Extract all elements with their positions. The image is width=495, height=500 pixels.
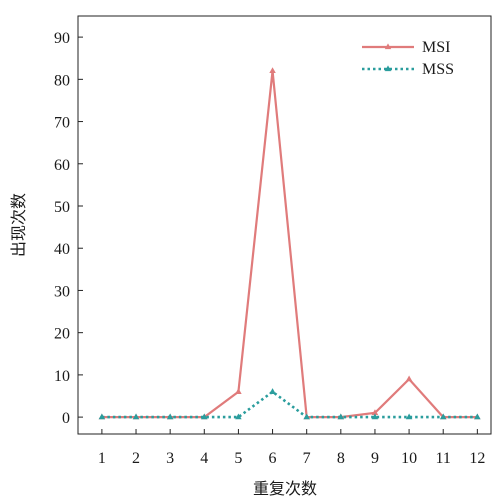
- y-tick-label: 0: [62, 410, 70, 427]
- data-point-mss: [371, 413, 379, 420]
- x-tick-label: 3: [166, 450, 174, 467]
- legend-marker-msi: [384, 43, 392, 50]
- x-tick-label: 4: [200, 450, 208, 467]
- y-tick-label: 60: [54, 157, 70, 174]
- x-tick-label: 1: [98, 450, 106, 467]
- data-point-mss: [337, 413, 345, 420]
- data-point-mss: [166, 413, 174, 420]
- y-tick-label: 50: [54, 199, 70, 216]
- y-tick-label: 40: [54, 241, 70, 258]
- data-point-mss: [439, 413, 447, 420]
- y-tick-label: 20: [54, 326, 70, 343]
- x-tick-label: 10: [401, 450, 417, 467]
- y-tick-label: 80: [54, 72, 70, 89]
- x-tick-label: 2: [132, 450, 140, 467]
- y-axis-title: 出现次数: [9, 193, 28, 257]
- x-tick-label: 5: [234, 450, 242, 467]
- series-layer: [98, 67, 481, 420]
- x-tick-label: 6: [269, 450, 277, 467]
- y-axis: 0 10 20 30 40 50 60 70 80 90: [54, 30, 83, 427]
- series-line-msi: [101, 70, 478, 419]
- y-tick-label: 90: [54, 30, 70, 47]
- x-tick-label: 11: [436, 450, 451, 467]
- data-point-mss: [235, 413, 242, 420]
- data-point-mss: [201, 413, 208, 420]
- data-point-mss: [303, 413, 310, 420]
- x-tick-label: 12: [469, 450, 485, 467]
- x-tick-label: 9: [371, 450, 379, 467]
- legend-marker-mss: [384, 65, 392, 72]
- x-axis-title: 重复次数: [253, 479, 317, 498]
- data-point-mss: [98, 413, 106, 420]
- y-tick-label: 30: [54, 283, 70, 300]
- data-point-mss: [132, 413, 140, 420]
- series-mss: [98, 388, 481, 420]
- x-tick-label: 8: [337, 450, 345, 467]
- series-msi: [98, 67, 481, 420]
- plot-frame: [77, 15, 492, 435]
- legend: MSI MSS: [362, 39, 454, 78]
- legend-label-msi: MSI: [422, 39, 450, 56]
- data-point-mss: [405, 413, 413, 420]
- data-point-msi: [371, 409, 379, 416]
- series-line-mss: [101, 390, 478, 419]
- data-point-msi: [405, 375, 413, 382]
- data-point-mss: [474, 413, 481, 420]
- legend-label-mss: MSS: [422, 61, 454, 78]
- data-point-msi: [235, 388, 242, 394]
- y-tick-label: 10: [54, 368, 70, 385]
- data-point-mss: [269, 388, 276, 394]
- x-axis: 1 2 3 4 5 6 7 8 9 10 11 12: [98, 429, 485, 467]
- y-tick-label: 70: [54, 115, 70, 132]
- data-point-msi: [269, 67, 276, 74]
- x-tick-label: 7: [303, 450, 311, 467]
